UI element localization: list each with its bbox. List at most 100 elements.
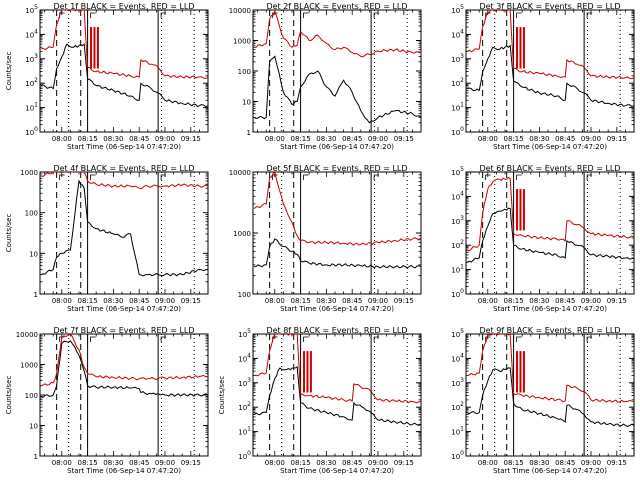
y-tick-label: 103 [238,377,251,388]
panel-7: Det 7f BLACK = Events, RED = LLD 1 10 100 10… [5,326,209,475]
y-tick-label: 102 [451,401,464,412]
x-tick-label: 08:15 [77,459,97,467]
y-tick-label: 103 [451,215,464,226]
plot-data [466,172,634,294]
x-tick-label: 09:00 [368,135,388,143]
lld-series-line [466,10,634,80]
y-tick-label: 1 [34,291,38,299]
lld-series-line [466,334,634,403]
panel-title: Det 1f BLACK = Events, RED = LLD [53,2,194,11]
x-tick-label: 08:45 [555,297,575,305]
lld-series-line [254,10,421,58]
x-tick-label: 09:00 [581,135,601,143]
x-tick-label: 08:30 [103,135,123,143]
y-tick-label: 1000 [233,38,251,46]
x-tick-label: 08:30 [316,135,336,143]
x-tick-label: 08:45 [342,459,362,467]
x-tick-label: 08:45 [555,459,575,467]
events-series-line [40,340,208,398]
interval-bracket [160,12,167,18]
panel-title: Det 5f BLACK = Events, RED = LLD [266,164,407,173]
interval-bracket [303,174,309,180]
y-axis-label: Counts/sec [5,376,13,415]
x-tick-label: 09:15 [607,459,627,467]
events-series-line [40,179,208,277]
x-axis-label: Start Time (06-Sep-14 07:47:20) [493,305,607,313]
plot-frame [465,171,635,295]
x-tick-label: 08:15 [290,135,310,143]
y-tick-label: 101 [451,264,464,275]
y-tick-label: 101 [25,102,38,113]
events-series-line [253,366,421,427]
x-tick-label: 09:00 [581,297,601,305]
y-tick-label: 104 [451,190,464,201]
x-tick-label: 08:00 [52,135,72,143]
panel-3: Det 3f BLACK = Events, RED = LLD 100 101 10… [451,2,635,151]
panel-title: Det 8f BLACK = Events, RED = LLD [266,326,407,335]
y-tick-label: 100 [451,126,464,137]
y-tick-label: 100 [25,392,38,400]
y-axis-label: Counts/sec [5,214,13,253]
lld-series-line [253,172,421,246]
panel-title: Det 9f BLACK = Events, RED = LLD [479,326,620,335]
y-tick-label: 1 [247,129,251,137]
x-axis-label: Start Time (06-Sep-14 07:47:20) [67,467,181,475]
interval-bracket [516,12,522,18]
x-tick-label: 08:30 [529,459,549,467]
x-tick-label: 08:45 [129,459,149,467]
x-axis-label: Start Time (06-Sep-14 07:47:20) [67,143,181,151]
x-tick-label: 08:30 [529,135,549,143]
interval-bracket [90,174,96,180]
y-tick-label: 105 [451,166,464,177]
interval-bracket [373,336,380,342]
x-tick-label: 08:30 [103,297,123,305]
plot-data [466,10,634,132]
y-tick-label: 102 [451,77,464,88]
lld-series-line [467,177,634,252]
plot-frame [252,171,422,295]
x-tick-label: 09:15 [607,135,627,143]
x-axis-label: Start Time (06-Sep-14 07:47:20) [280,305,394,313]
x-tick-label: 09:00 [368,297,388,305]
panel-9: Det 9f BLACK = Events, RED = LLD 100 101 10… [451,326,635,475]
y-tick-label: 103 [451,377,464,388]
interval-bracket [373,174,380,180]
y-tick-label: 102 [238,401,251,412]
x-tick-label: 08:45 [342,135,362,143]
x-tick-label: 08:15 [77,135,97,143]
y-tick-label: 10000 [229,7,251,15]
plot-frame [465,9,635,133]
panel-title: Det 7f BLACK = Events, RED = LLD [53,326,194,335]
plot-data [40,172,208,294]
plot-frame [39,171,209,295]
y-tick-label: 100 [451,288,464,299]
interval-bracket [160,174,167,180]
x-tick-label: 08:00 [265,459,285,467]
x-tick-label: 08:00 [265,135,285,143]
y-tick-label: 1000 [20,362,38,370]
y-tick-label: 103 [451,53,464,64]
x-tick-label: 08:00 [52,297,72,305]
panel-5: Det 5f BLACK = Events, RED = LLD 100 1000 1… [229,164,422,313]
y-tick-label: 1000 [20,169,38,177]
interval-bracket [90,336,96,342]
y-axis-label: Counts/sec [5,52,13,91]
lld-series-line [40,172,208,190]
y-tick-label: 105 [451,4,464,15]
panel-title: Det 6f BLACK = Events, RED = LLD [479,164,620,173]
x-axis-label: Start Time (06-Sep-14 07:47:20) [493,143,607,151]
y-tick-label: 100 [238,68,251,76]
events-series-line [466,367,634,428]
panel-1: Det 1f BLACK = Events, RED = LLD 100 101 10… [5,2,209,151]
plot-data [253,10,421,132]
x-tick-label: 09:15 [607,297,627,305]
x-tick-label: 08:15 [77,297,97,305]
events-series-line [253,55,421,124]
panel-title: Det 2f BLACK = Events, RED = LLD [266,2,407,11]
x-tick-label: 09:00 [155,297,175,305]
x-axis-label: Start Time (06-Sep-14 07:47:20) [493,467,607,475]
interval-bracket [516,336,522,342]
y-tick-label: 100 [25,210,38,218]
interval-bracket [516,174,522,180]
y-tick-label: 104 [451,352,464,363]
